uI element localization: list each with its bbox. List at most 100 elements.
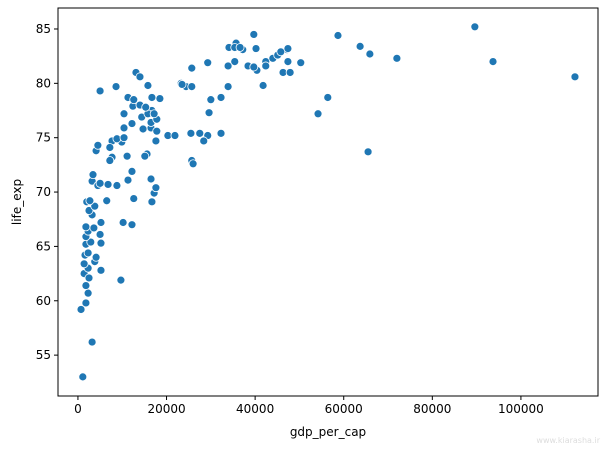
point [187,63,197,73]
point [235,43,245,52]
point [216,93,226,102]
point [188,159,198,169]
point [570,72,580,82]
point [93,140,103,150]
point [123,175,133,185]
point [186,128,196,138]
point [112,134,122,144]
point [230,57,240,66]
point [323,93,333,102]
point [129,95,139,105]
point [105,143,115,152]
point [96,218,106,227]
point [103,180,113,189]
point [204,108,214,118]
point [119,133,129,143]
point [96,265,106,275]
point [141,102,151,112]
point [95,178,105,188]
point [177,80,187,89]
point [96,238,106,248]
point [84,206,94,215]
point [296,58,306,68]
point [81,222,91,232]
point [143,81,153,90]
point [249,62,259,72]
watermark: www.kiarasha.ir [536,436,600,445]
point [170,131,180,140]
point [152,126,162,136]
point [81,298,91,308]
x-axis-label: gdp_per_cap [290,425,366,439]
point [102,196,112,206]
x-tick-label: 80000 [413,402,451,416]
point [79,259,89,269]
point [81,281,91,290]
point [122,151,132,161]
point [488,57,498,66]
point [470,22,480,32]
point [149,109,159,119]
point [83,248,93,258]
point [90,201,100,211]
point [261,61,271,71]
point [127,220,137,230]
point [151,136,161,146]
point [138,124,148,134]
point [119,123,129,133]
point [112,181,122,190]
x-tick-label: 40000 [236,402,274,416]
point [276,47,286,57]
x-tick-label: 60000 [325,402,363,416]
point [313,109,323,119]
x-tick-label: 20000 [147,402,185,416]
point [283,57,293,66]
point [129,194,139,203]
x-tick-label: 100000 [498,402,544,416]
point [146,174,156,184]
point [111,82,121,92]
point [285,68,295,77]
point [88,170,98,180]
point [91,252,101,262]
point [355,41,365,51]
point [76,305,86,314]
plot-frame [57,7,599,397]
point [140,151,150,161]
point [258,81,268,90]
y-tick-label: 85 [36,22,51,36]
point [118,218,128,227]
point [363,147,373,157]
point [119,109,129,119]
point [151,183,161,193]
point [84,273,94,283]
y-tick-label: 55 [36,348,51,362]
point [127,119,137,128]
point [392,53,402,63]
point [251,44,261,53]
y-tick-label: 65 [36,239,51,253]
point [105,156,115,165]
point [216,128,226,138]
point [187,82,197,92]
point [249,30,259,39]
y-axis-label: life_exp [10,179,24,225]
x-tick-label: 0 [74,402,82,416]
point [135,72,145,82]
point [116,275,126,285]
point [155,94,165,103]
y-tick-label: 80 [36,76,51,90]
point [199,136,209,146]
y-tick-label: 70 [36,185,51,199]
point [87,337,97,347]
point [86,237,96,247]
y-tick-label: 60 [36,294,51,308]
point [195,128,205,138]
point [127,166,137,176]
point [147,93,157,102]
point [85,196,95,206]
point [203,58,213,68]
point [89,223,99,233]
point [223,61,233,71]
